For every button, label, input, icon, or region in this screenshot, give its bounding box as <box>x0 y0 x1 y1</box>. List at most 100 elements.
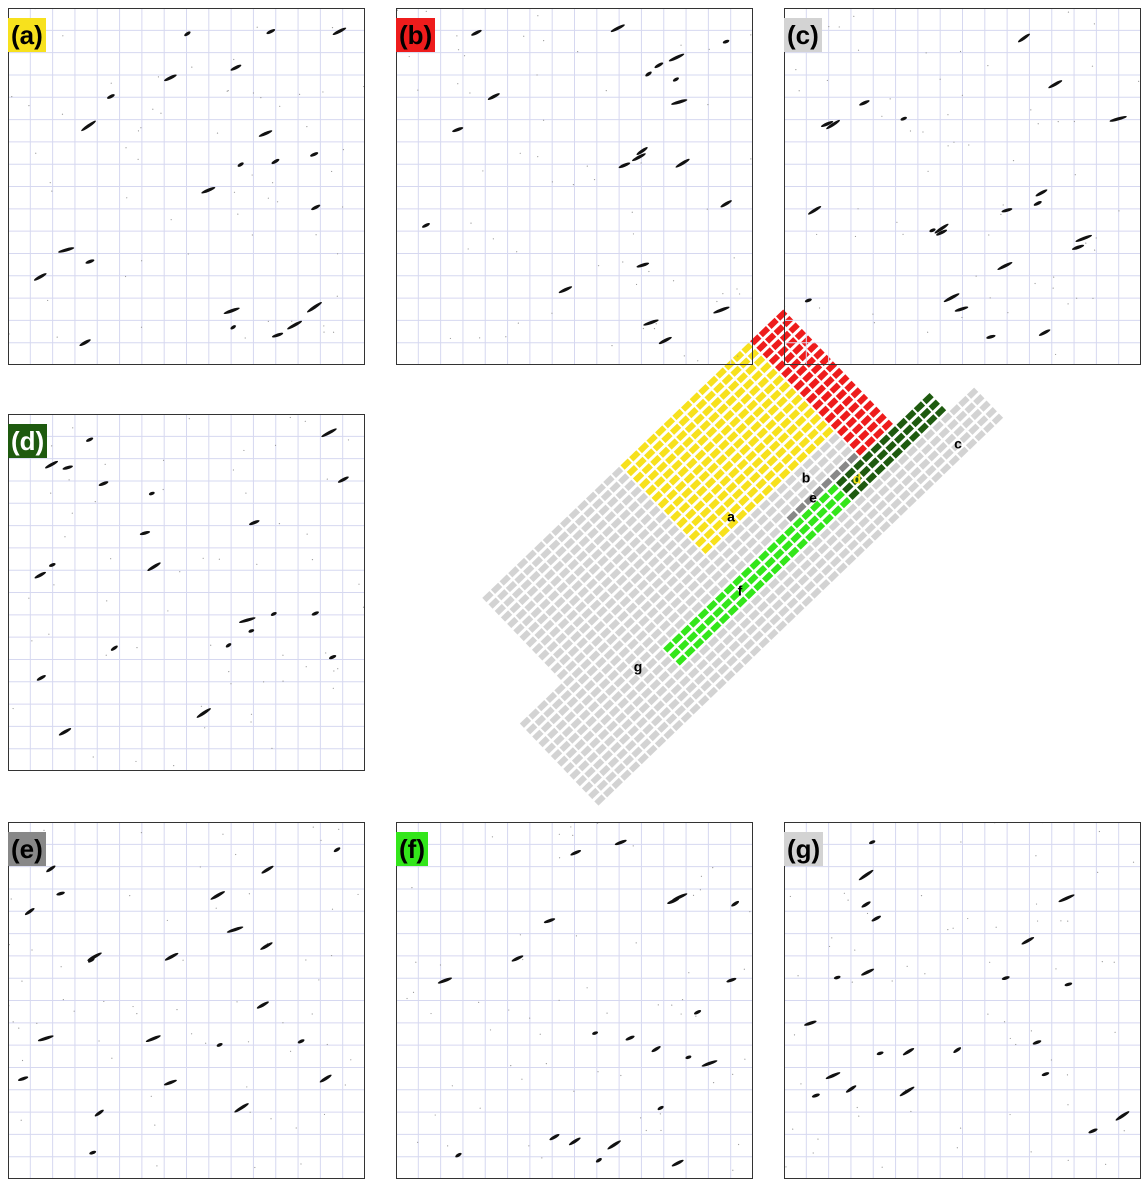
tile <box>873 515 884 526</box>
tile <box>538 649 549 660</box>
tile <box>548 590 559 601</box>
speckle <box>1133 862 1134 863</box>
spot <box>256 1000 270 1009</box>
speckle <box>406 998 407 999</box>
tile <box>693 413 704 424</box>
speckle <box>11 96 12 97</box>
spot <box>183 30 191 37</box>
tile <box>785 475 796 486</box>
tile <box>779 468 790 479</box>
tile <box>625 566 636 577</box>
spot <box>1038 328 1051 337</box>
tile <box>773 375 784 386</box>
speckle <box>1067 921 1068 922</box>
tile <box>552 698 563 709</box>
tile <box>889 462 900 473</box>
panel-d: (d) <box>8 414 365 771</box>
speckle <box>312 1013 313 1014</box>
speckle <box>1068 12 1069 13</box>
tile <box>565 660 576 671</box>
speckle <box>989 962 990 963</box>
speckle <box>1102 961 1103 962</box>
speckle <box>323 325 324 326</box>
tile <box>750 559 761 570</box>
tile <box>683 610 694 621</box>
spot <box>595 1157 602 1163</box>
tile <box>802 596 813 607</box>
tile <box>896 418 907 429</box>
speckle <box>1036 903 1037 904</box>
tile <box>836 389 847 400</box>
tile <box>832 455 843 466</box>
tile <box>775 534 786 545</box>
tile <box>637 493 648 504</box>
spot <box>44 460 58 470</box>
grid <box>784 822 1141 1179</box>
tile <box>603 475 614 486</box>
tile <box>575 515 586 526</box>
tile <box>581 521 592 532</box>
tile <box>608 670 619 681</box>
tile <box>610 655 621 666</box>
tile <box>758 464 769 475</box>
tile <box>815 558 826 569</box>
tile <box>636 630 647 641</box>
panel-a: (a) <box>8 8 365 365</box>
speckle <box>252 174 253 175</box>
tile <box>508 566 519 577</box>
tile <box>771 339 782 350</box>
tile <box>637 579 648 590</box>
tile <box>584 680 595 691</box>
tile <box>686 545 697 556</box>
tile <box>549 539 560 550</box>
speckle <box>636 284 637 285</box>
speckle <box>13 708 14 709</box>
tile <box>690 566 701 577</box>
tile <box>698 384 709 395</box>
tile <box>717 490 728 501</box>
speckle <box>493 238 494 239</box>
tile <box>590 600 601 611</box>
tile <box>707 376 718 387</box>
tile <box>763 434 774 445</box>
speckle <box>857 208 858 209</box>
tile <box>810 587 821 598</box>
speckle <box>430 1013 431 1014</box>
tile <box>782 540 793 551</box>
spot <box>614 839 627 846</box>
tile <box>724 670 735 681</box>
tile <box>716 628 727 639</box>
tile <box>855 495 866 506</box>
speckle <box>315 234 316 235</box>
speckle <box>350 1059 351 1060</box>
tile <box>716 367 727 378</box>
tile <box>526 723 537 734</box>
tile <box>603 562 614 573</box>
tile <box>773 462 784 473</box>
tile <box>622 494 633 505</box>
tile <box>838 374 849 385</box>
tile <box>741 567 752 578</box>
tile <box>828 433 839 444</box>
tile <box>693 638 704 649</box>
speckle <box>890 98 891 99</box>
tile <box>830 556 841 567</box>
spot <box>163 1079 177 1087</box>
tile <box>713 606 724 617</box>
tile <box>827 397 838 408</box>
tile <box>520 717 531 728</box>
tile <box>733 524 744 535</box>
panel-b: (b) <box>396 8 753 365</box>
speckle <box>282 655 283 656</box>
speckle <box>282 681 283 682</box>
tile <box>592 498 603 509</box>
speckle <box>695 1016 696 1017</box>
tile <box>534 628 545 639</box>
speckle <box>1118 210 1119 211</box>
tile <box>837 425 848 436</box>
tile <box>551 749 562 760</box>
tile <box>749 472 760 483</box>
speckle <box>732 1074 733 1075</box>
tile <box>537 700 548 711</box>
tile <box>672 546 683 557</box>
